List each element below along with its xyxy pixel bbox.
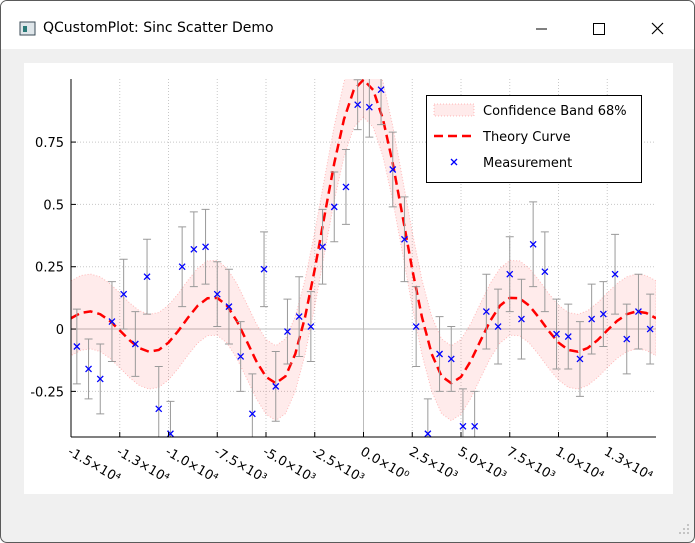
legend-label: Confidence Band 68% [483, 104, 627, 119]
measurement-point [506, 270, 514, 278]
measurement-point [213, 290, 221, 298]
measurement-point [471, 422, 479, 430]
measurement-point [377, 86, 385, 94]
measurement-point [155, 405, 163, 413]
measurement-point [295, 313, 303, 321]
measurement-point [85, 365, 93, 373]
measurement-point [400, 235, 408, 243]
measurement-point [436, 350, 444, 358]
y-tick-label: 0.5 [43, 198, 64, 213]
y-tick-label: -0.25 [30, 385, 64, 400]
measurement-point [202, 243, 210, 251]
measurement-point [517, 315, 525, 323]
measurement-point [248, 410, 256, 418]
measurement-point [190, 245, 198, 253]
close-button[interactable] [651, 22, 664, 35]
measurement-point [307, 323, 315, 331]
measurement-point [237, 353, 245, 360]
measurement-point [599, 310, 607, 318]
legend-label: Theory Curve [482, 130, 571, 145]
measurement-point [365, 103, 373, 111]
measurement-point [225, 303, 233, 311]
measurement-point [319, 243, 327, 251]
measurement-point [623, 335, 631, 343]
legend-swatch [433, 103, 475, 117]
title-bar-icons [19, 21, 664, 36]
measurement-point [646, 325, 654, 333]
measurement-point [342, 183, 350, 191]
legend: Confidence Band 68% Theory Curve Measureme… [426, 95, 642, 183]
measurement-point [553, 330, 561, 338]
measurement-point [73, 343, 81, 350]
app-icon-part [23, 26, 27, 32]
measurement-point [178, 263, 186, 271]
y-tick-label: 0 [56, 323, 64, 338]
measurement-point [96, 375, 104, 383]
measurement-point [143, 273, 151, 281]
measurement-point [564, 333, 572, 340]
y-tick-label: 0.75 [35, 136, 64, 151]
plot-area [71, 79, 656, 437]
title-bar: QCustomPlot: Sinc Scatter Demo [1, 1, 694, 49]
measurement-point [389, 166, 397, 173]
measurement-point [131, 340, 139, 348]
measurement-point [412, 323, 420, 331]
grid [70, 79, 656, 437]
theory-curve [71, 79, 656, 385]
measurement-point [260, 265, 268, 273]
measurement-point [108, 318, 116, 326]
measurement-point [459, 422, 467, 430]
measurement-point [424, 430, 432, 437]
measurement-point [120, 290, 128, 298]
measurement-point [482, 308, 490, 316]
measurement-point [588, 315, 596, 323]
size-grip[interactable] [679, 524, 689, 534]
measurement-point [272, 382, 280, 390]
legend-box [426, 95, 642, 183]
confidence-band [71, 79, 656, 422]
measurement-point [634, 308, 642, 316]
measurement-point [541, 268, 549, 276]
legend-swatch [450, 158, 458, 166]
y-tick-label: 0.25 [35, 261, 64, 276]
maximize-button[interactable] [593, 23, 605, 35]
measurement-point [283, 328, 291, 336]
measurement-point [330, 203, 338, 211]
window-title: QCustomPlot: Sinc Scatter Demo [43, 20, 274, 36]
measurement-point [529, 240, 537, 248]
measurement-point [447, 355, 455, 363]
measurement-point [576, 355, 584, 363]
measurement-point [611, 270, 619, 278]
legend-label: Measurement [483, 156, 572, 171]
measurement-point [354, 101, 362, 109]
measurement-point [494, 323, 502, 331]
